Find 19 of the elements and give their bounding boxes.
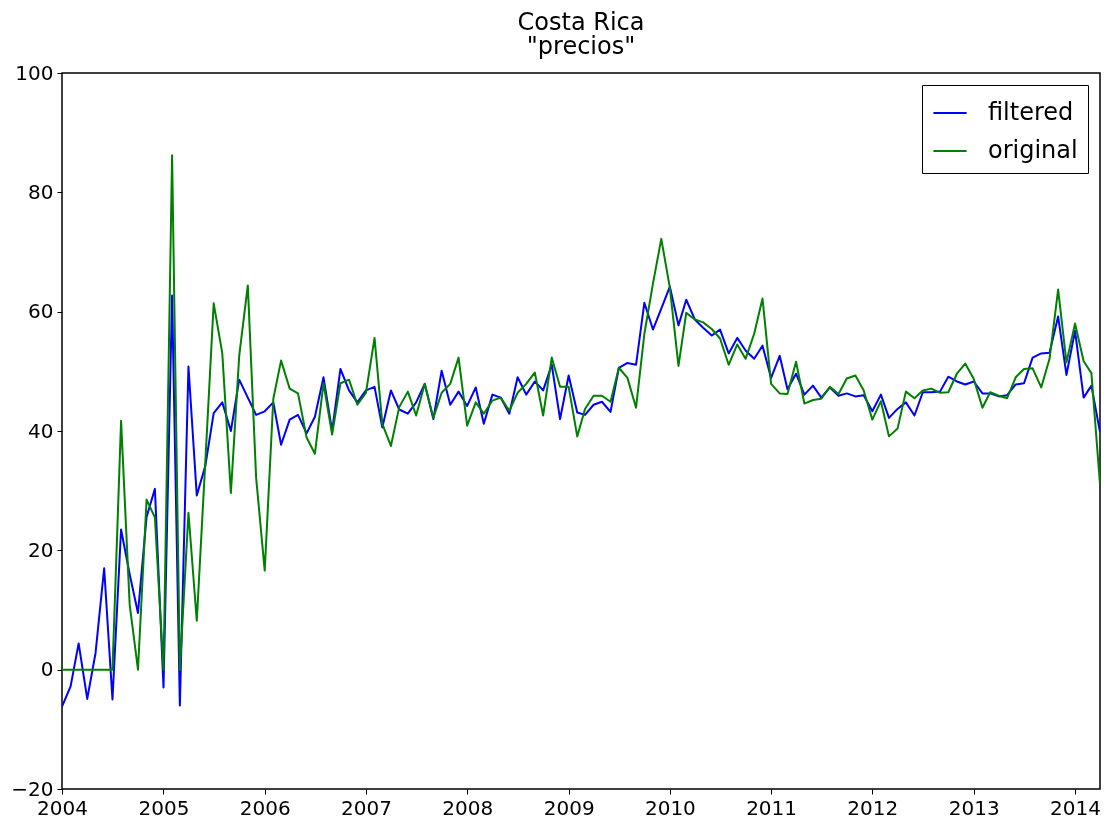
x-tick-label: 2008: [442, 795, 494, 820]
y-tick-label: 60: [28, 299, 54, 324]
x-tick-label: 2013: [948, 795, 1000, 820]
x-tick-label: 2005: [138, 795, 190, 820]
x-tick-label: 2009: [543, 795, 595, 820]
legend-label: original: [988, 136, 1078, 164]
y-tick-label: 100: [15, 60, 54, 85]
x-tick-label: 2007: [340, 795, 392, 820]
x-tick-label: 2011: [746, 795, 798, 820]
y-tick-label: 40: [28, 418, 54, 443]
y-tick-label: 80: [28, 179, 54, 204]
y-tick-label: 0: [40, 657, 54, 682]
x-tick-label: 2010: [644, 795, 696, 820]
line-series: [62, 285, 1100, 708]
x-tick-label: 2006: [239, 795, 291, 820]
x-tick-label: 2014: [1050, 795, 1101, 820]
x-tick-label: 2012: [847, 795, 899, 820]
y-tick-label: 20: [28, 537, 54, 562]
legend-label: filtered: [988, 98, 1074, 126]
